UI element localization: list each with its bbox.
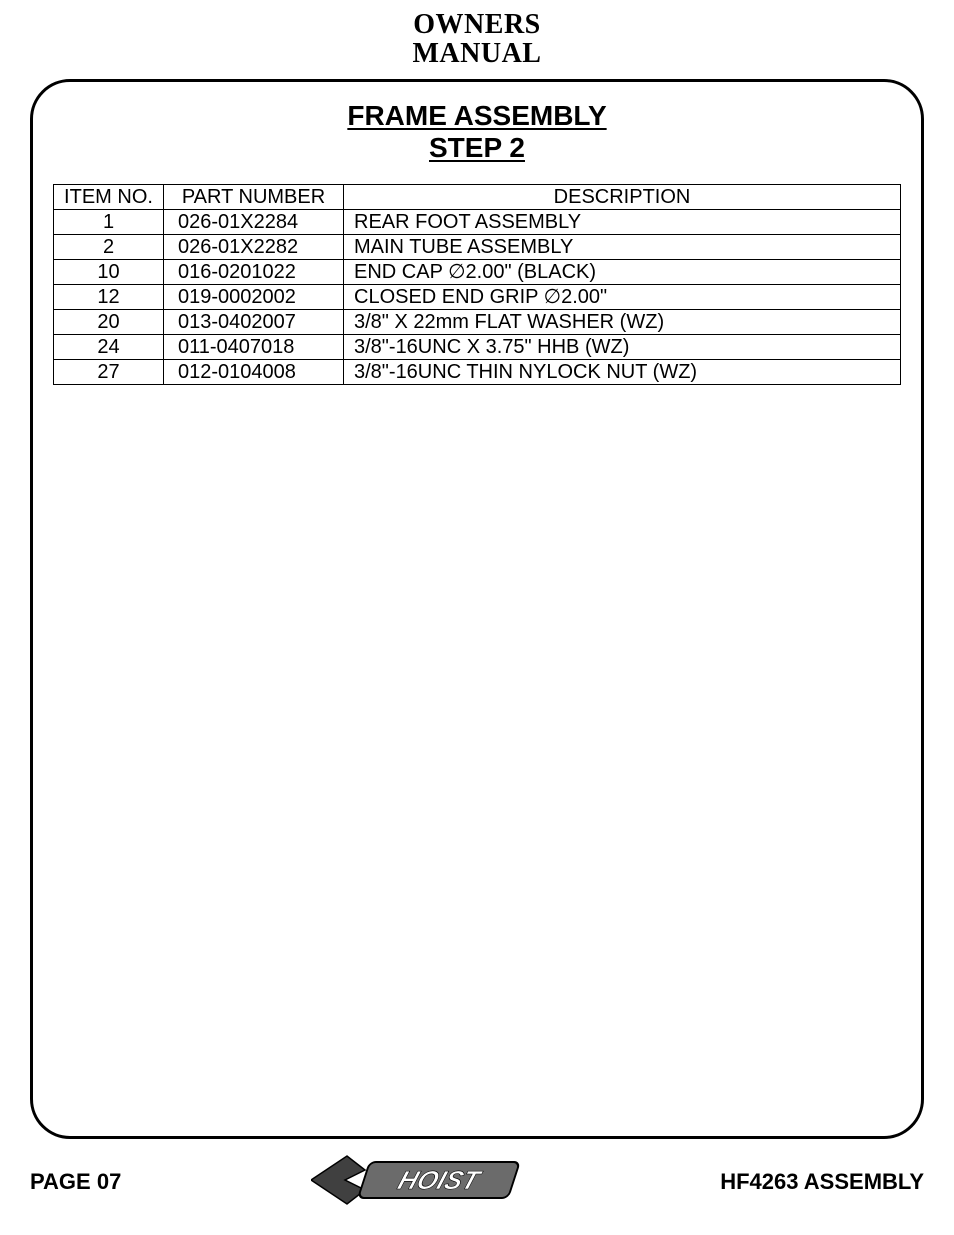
cell-desc: REAR FOOT ASSEMBLY bbox=[344, 210, 901, 235]
cell-item: 2 bbox=[54, 235, 164, 260]
cell-part: 019-0002002 bbox=[164, 285, 344, 310]
cell-item: 27 bbox=[54, 360, 164, 385]
cell-part: 013-0402007 bbox=[164, 310, 344, 335]
cell-part: 012-0104008 bbox=[164, 360, 344, 385]
cell-item: 24 bbox=[54, 335, 164, 360]
content-frame: FRAME ASSEMBLY STEP 2 ITEM NO. PART NUMB… bbox=[30, 79, 924, 1139]
cell-part: 026-01X2284 bbox=[164, 210, 344, 235]
assembly-label: HF4263 ASSEMBLY bbox=[720, 1169, 924, 1195]
table-row: 2 026-01X2282 MAIN TUBE ASSEMBLY bbox=[54, 235, 901, 260]
section-heading-line2: STEP 2 bbox=[429, 132, 525, 163]
cell-desc: 3/8"-16UNC X 3.75" HHB (WZ) bbox=[344, 335, 901, 360]
page-number: PAGE 07 bbox=[30, 1169, 121, 1195]
cell-desc: 3/8" X 22mm FLAT WASHER (WZ) bbox=[344, 310, 901, 335]
cell-part: 016-0201022 bbox=[164, 260, 344, 285]
cell-item: 12 bbox=[54, 285, 164, 310]
brand-logo: HOIST bbox=[311, 1152, 531, 1213]
parts-table-body: 1 026-01X2284 REAR FOOT ASSEMBLY 2 026-0… bbox=[54, 210, 901, 385]
svg-text:HOIST: HOIST bbox=[394, 1165, 486, 1194]
document-title-line1: OWNERS bbox=[413, 9, 540, 40]
cell-desc: CLOSED END GRIP ∅2.00" bbox=[344, 285, 901, 310]
section-heading-line1: FRAME ASSEMBLY bbox=[347, 100, 606, 131]
section-heading: FRAME ASSEMBLY STEP 2 bbox=[53, 100, 901, 164]
document-title: OWNERS MANUAL bbox=[30, 10, 924, 69]
table-row: 12 019-0002002 CLOSED END GRIP ∅2.00" bbox=[54, 285, 901, 310]
table-row: 27 012-0104008 3/8"-16UNC THIN NYLOCK NU… bbox=[54, 360, 901, 385]
document-title-line2: MANUAL bbox=[413, 38, 542, 69]
cell-item: 20 bbox=[54, 310, 164, 335]
col-header-part: PART NUMBER bbox=[164, 185, 344, 210]
table-row: 1 026-01X2284 REAR FOOT ASSEMBLY bbox=[54, 210, 901, 235]
cell-part: 011-0407018 bbox=[164, 335, 344, 360]
cell-item: 10 bbox=[54, 260, 164, 285]
parts-table: ITEM NO. PART NUMBER DESCRIPTION 1 026-0… bbox=[53, 184, 901, 385]
cell-desc: 3/8"-16UNC THIN NYLOCK NUT (WZ) bbox=[344, 360, 901, 385]
cell-part: 026-01X2282 bbox=[164, 235, 344, 260]
col-header-item: ITEM NO. bbox=[54, 185, 164, 210]
content-frame-inner: FRAME ASSEMBLY STEP 2 ITEM NO. PART NUMB… bbox=[33, 82, 921, 385]
col-header-desc: DESCRIPTION bbox=[344, 185, 901, 210]
cell-desc: MAIN TUBE ASSEMBLY bbox=[344, 235, 901, 260]
table-header-row: ITEM NO. PART NUMBER DESCRIPTION bbox=[54, 185, 901, 210]
cell-desc: END CAP ∅2.00" (BLACK) bbox=[344, 260, 901, 285]
table-row: 10 016-0201022 END CAP ∅2.00" (BLACK) bbox=[54, 260, 901, 285]
table-row: 24 011-0407018 3/8"-16UNC X 3.75" HHB (W… bbox=[54, 335, 901, 360]
page-footer: PAGE 07 HOIST HF4263 ASSEMBLY bbox=[30, 1157, 924, 1207]
table-row: 20 013-0402007 3/8" X 22mm FLAT WASHER (… bbox=[54, 310, 901, 335]
hoist-logo-icon: HOIST bbox=[311, 1152, 531, 1208]
cell-item: 1 bbox=[54, 210, 164, 235]
